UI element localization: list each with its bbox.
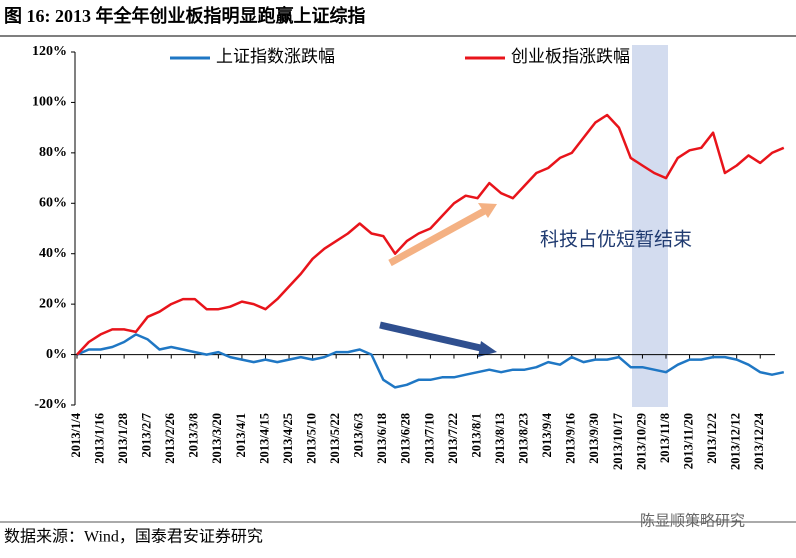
x-tick-label: 2013/12/2 <box>705 413 719 464</box>
x-tick-label: 2013/1/4 <box>69 412 83 457</box>
x-tick-label: 2013/5/22 <box>328 413 342 464</box>
x-tick-label: 2013/3/8 <box>187 413 201 457</box>
x-tick-label: 2013/9/16 <box>564 413 578 464</box>
legend-label: 创业板指涨跌幅 <box>511 47 630 66</box>
y-tick-label: 40% <box>39 246 67 261</box>
x-tick-label: 2013/8/1 <box>469 413 483 457</box>
y-tick-label: 120% <box>32 44 67 59</box>
source: 数据来源：Wind，国泰君安证券研究 <box>4 528 263 546</box>
x-tick-label: 2013/4/25 <box>281 413 295 464</box>
x-tick-label: 2013/8/23 <box>517 413 531 464</box>
x-tick-label: 2013/6/28 <box>399 413 413 464</box>
annotation: 科技占优短暂结束 <box>540 228 692 250</box>
highlight-band <box>632 45 668 407</box>
x-tick-label: 2013/4/15 <box>257 413 271 464</box>
x-tick-label: 2013/6/18 <box>375 413 389 464</box>
watermark: 陈显顺策略研究 <box>640 511 745 529</box>
y-tick-label: 100% <box>32 95 67 110</box>
x-tick-label: 2013/12/24 <box>752 412 766 470</box>
y-tick-label: 60% <box>39 196 67 211</box>
x-tick-label: 2013/7/10 <box>422 413 436 464</box>
arrow-head <box>478 203 497 218</box>
x-tick-label: 2013/2/26 <box>163 413 177 464</box>
legend-label: 上证指数涨跌幅 <box>216 47 335 66</box>
x-tick-label: 2013/12/12 <box>729 413 743 470</box>
x-tick-label: 2013/4/1 <box>234 413 248 457</box>
series-line <box>76 333 785 389</box>
x-tick-label: 2013/9/30 <box>587 413 601 464</box>
x-tick-label: 2013/7/22 <box>446 413 460 464</box>
x-tick-label: 2013/5/10 <box>304 413 318 464</box>
x-tick-label: 2013/1/16 <box>92 413 106 464</box>
arrow-head <box>478 341 497 357</box>
y-tick-label: 20% <box>39 296 67 311</box>
y-tick-label: 0% <box>46 347 67 362</box>
x-tick-label: 2013/3/20 <box>210 413 224 464</box>
x-tick-label: 2013/1/28 <box>116 413 130 464</box>
chart-title: 图 16: 2013 年全年创业板指明显跑赢上证综指 <box>4 5 366 26</box>
x-tick-label: 2013/11/20 <box>681 413 695 469</box>
x-tick-label: 2013/10/29 <box>634 413 648 470</box>
y-tick-label: 80% <box>39 145 67 160</box>
x-tick-label: 2013/6/3 <box>352 413 366 457</box>
x-tick-label: 2013/11/8 <box>658 413 672 463</box>
x-tick-label: 2013/10/17 <box>611 413 625 470</box>
series-line <box>76 113 785 356</box>
y-tick-label: -20% <box>34 397 67 412</box>
x-tick-label: 2013/2/7 <box>140 413 154 457</box>
x-tick-label: 2013/9/4 <box>540 412 554 457</box>
arrow-down <box>379 321 486 353</box>
arrow-up <box>388 205 490 267</box>
x-tick-label: 2013/8/13 <box>493 413 507 464</box>
